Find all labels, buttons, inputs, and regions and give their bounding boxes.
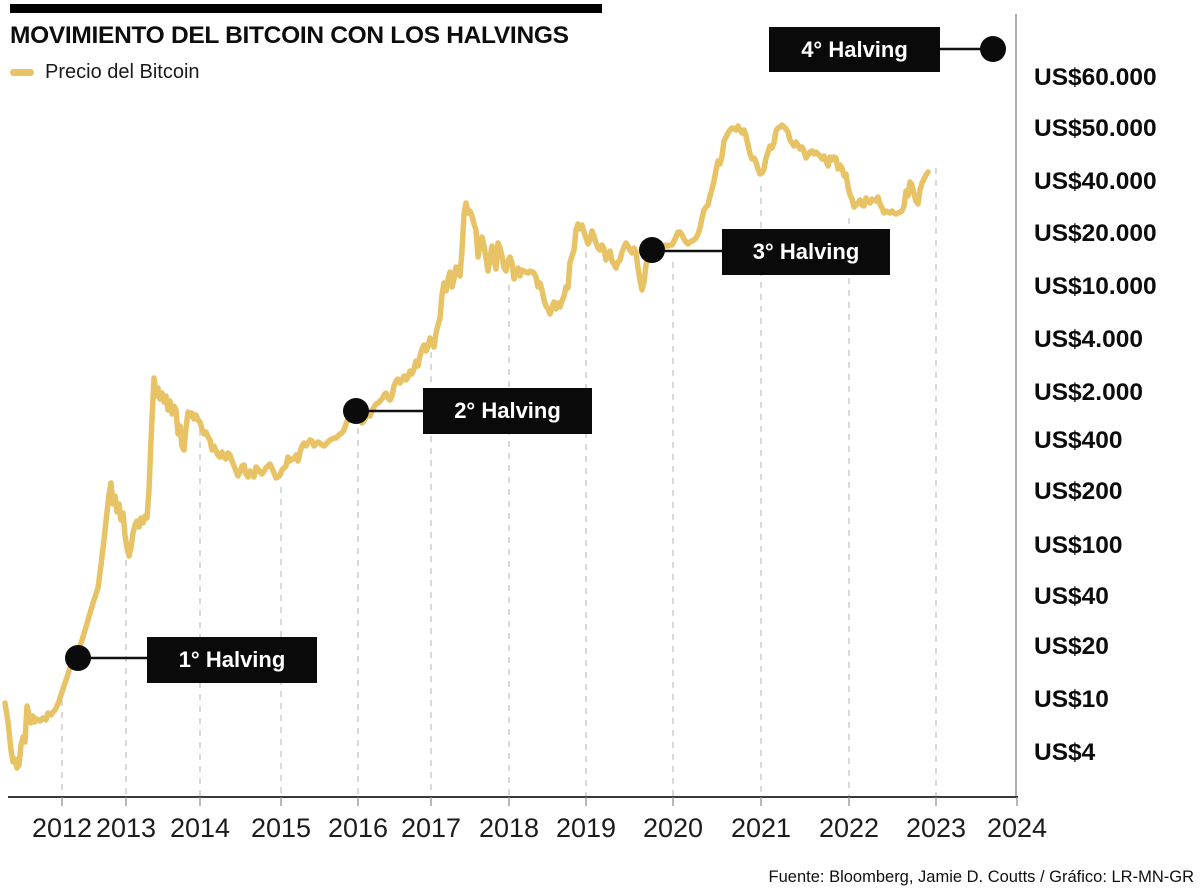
- y-axis-label: US$4: [1034, 739, 1096, 766]
- halving-dot: [639, 237, 665, 263]
- x-axis-label: 2019: [555, 813, 617, 843]
- x-axis-label: 2014: [169, 813, 231, 843]
- y-axis-label: US$4.000: [1034, 326, 1143, 353]
- halving-dot: [343, 398, 369, 424]
- x-axis-label: 2012: [31, 813, 93, 843]
- x-axis-label: 2022: [818, 813, 880, 843]
- y-axis-label: US$50.000: [1034, 115, 1157, 142]
- y-axis-label: US$100: [1034, 532, 1123, 559]
- bitcoin-price-line: [2, 122, 931, 771]
- halving-label: 4° Halving: [769, 27, 940, 72]
- legend-line-swatch: [10, 69, 34, 76]
- y-axis-label: US$20.000: [1034, 220, 1157, 247]
- chart-title: MOVIMIENTO DEL BITCOIN CON LOS HALVINGS: [10, 22, 569, 49]
- y-axis-label: US$2.000: [1034, 379, 1143, 406]
- halving-label: 3° Halving: [722, 229, 890, 275]
- y-axis-label: US$60.000: [1034, 64, 1157, 91]
- title-rule: [10, 4, 602, 13]
- halving-label: 2° Halving: [423, 388, 592, 434]
- x-axis-label: 2020: [642, 813, 704, 843]
- x-axis-label: 2013: [95, 813, 157, 843]
- x-axis-label: 2015: [250, 813, 312, 843]
- x-axis-label: 2016: [327, 813, 389, 843]
- legend: Precio del Bitcoin: [10, 61, 200, 84]
- source-credit: Fuente: Bloomberg, Jamie D. Coutts / Grá…: [768, 868, 1194, 886]
- halving-label: 1° Halving: [147, 637, 317, 683]
- halving-dot: [65, 645, 91, 671]
- y-axis-label: US$20: [1034, 633, 1109, 660]
- halving-dot: [980, 36, 1006, 62]
- x-axis-label: 2018: [478, 813, 540, 843]
- x-axis-label: 2021: [730, 813, 792, 843]
- y-axis-label: US$40: [1034, 583, 1109, 610]
- x-axis-label: 2017: [400, 813, 462, 843]
- x-axis-label: 2024: [986, 813, 1048, 843]
- y-axis-label: US$10.000: [1034, 273, 1157, 300]
- y-axis-label: US$10: [1034, 686, 1109, 713]
- y-axis-label: US$40.000: [1034, 168, 1157, 195]
- x-axis-label: 2023: [905, 813, 967, 843]
- y-axis-label: US$200: [1034, 478, 1123, 505]
- y-axis-label: US$400: [1034, 427, 1123, 454]
- legend-label: Precio del Bitcoin: [45, 61, 200, 83]
